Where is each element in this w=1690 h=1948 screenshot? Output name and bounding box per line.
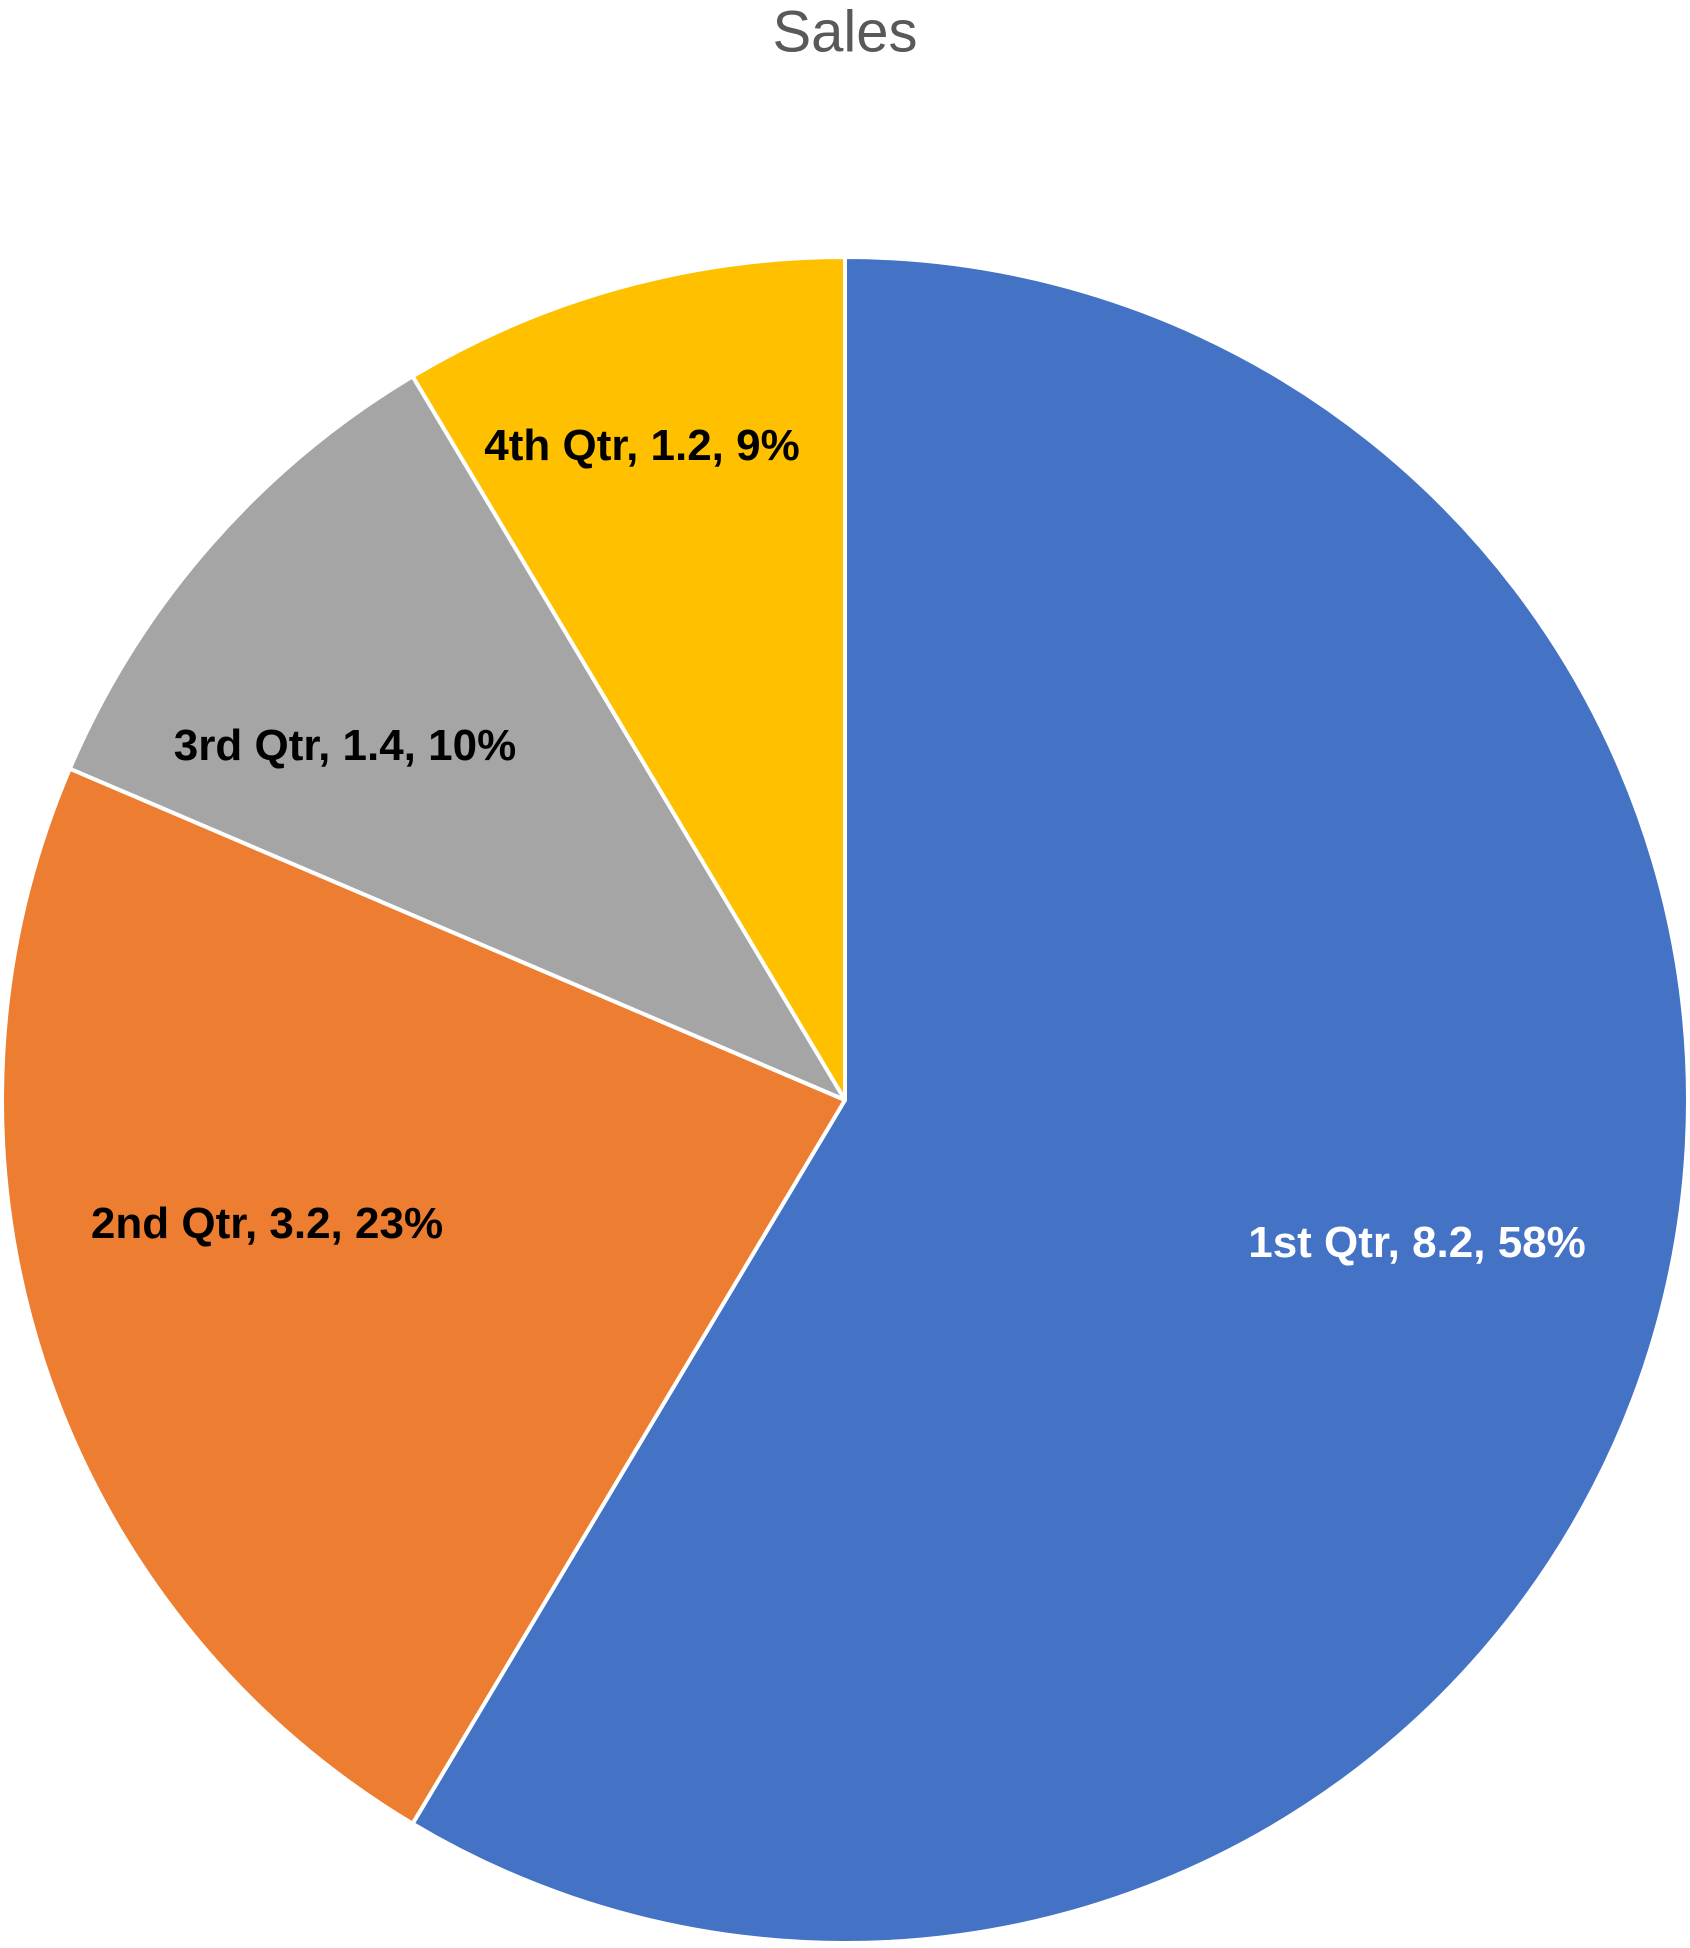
pie-slice — [410, 255, 1690, 1945]
pie-slice — [0, 766, 847, 1826]
data-label: 4th Qtr, 1.2, 9% — [484, 421, 800, 470]
data-label: 1st Qtr, 8.2, 58% — [1248, 1218, 1586, 1267]
data-label: 3rd Qtr, 1.4, 10% — [173, 721, 517, 770]
data-label: 2nd Qtr, 3.2, 23% — [90, 1199, 444, 1248]
pie-slice — [67, 374, 847, 1102]
pie-slice — [410, 255, 847, 1102]
chart-title: Sales — [772, 0, 917, 64]
